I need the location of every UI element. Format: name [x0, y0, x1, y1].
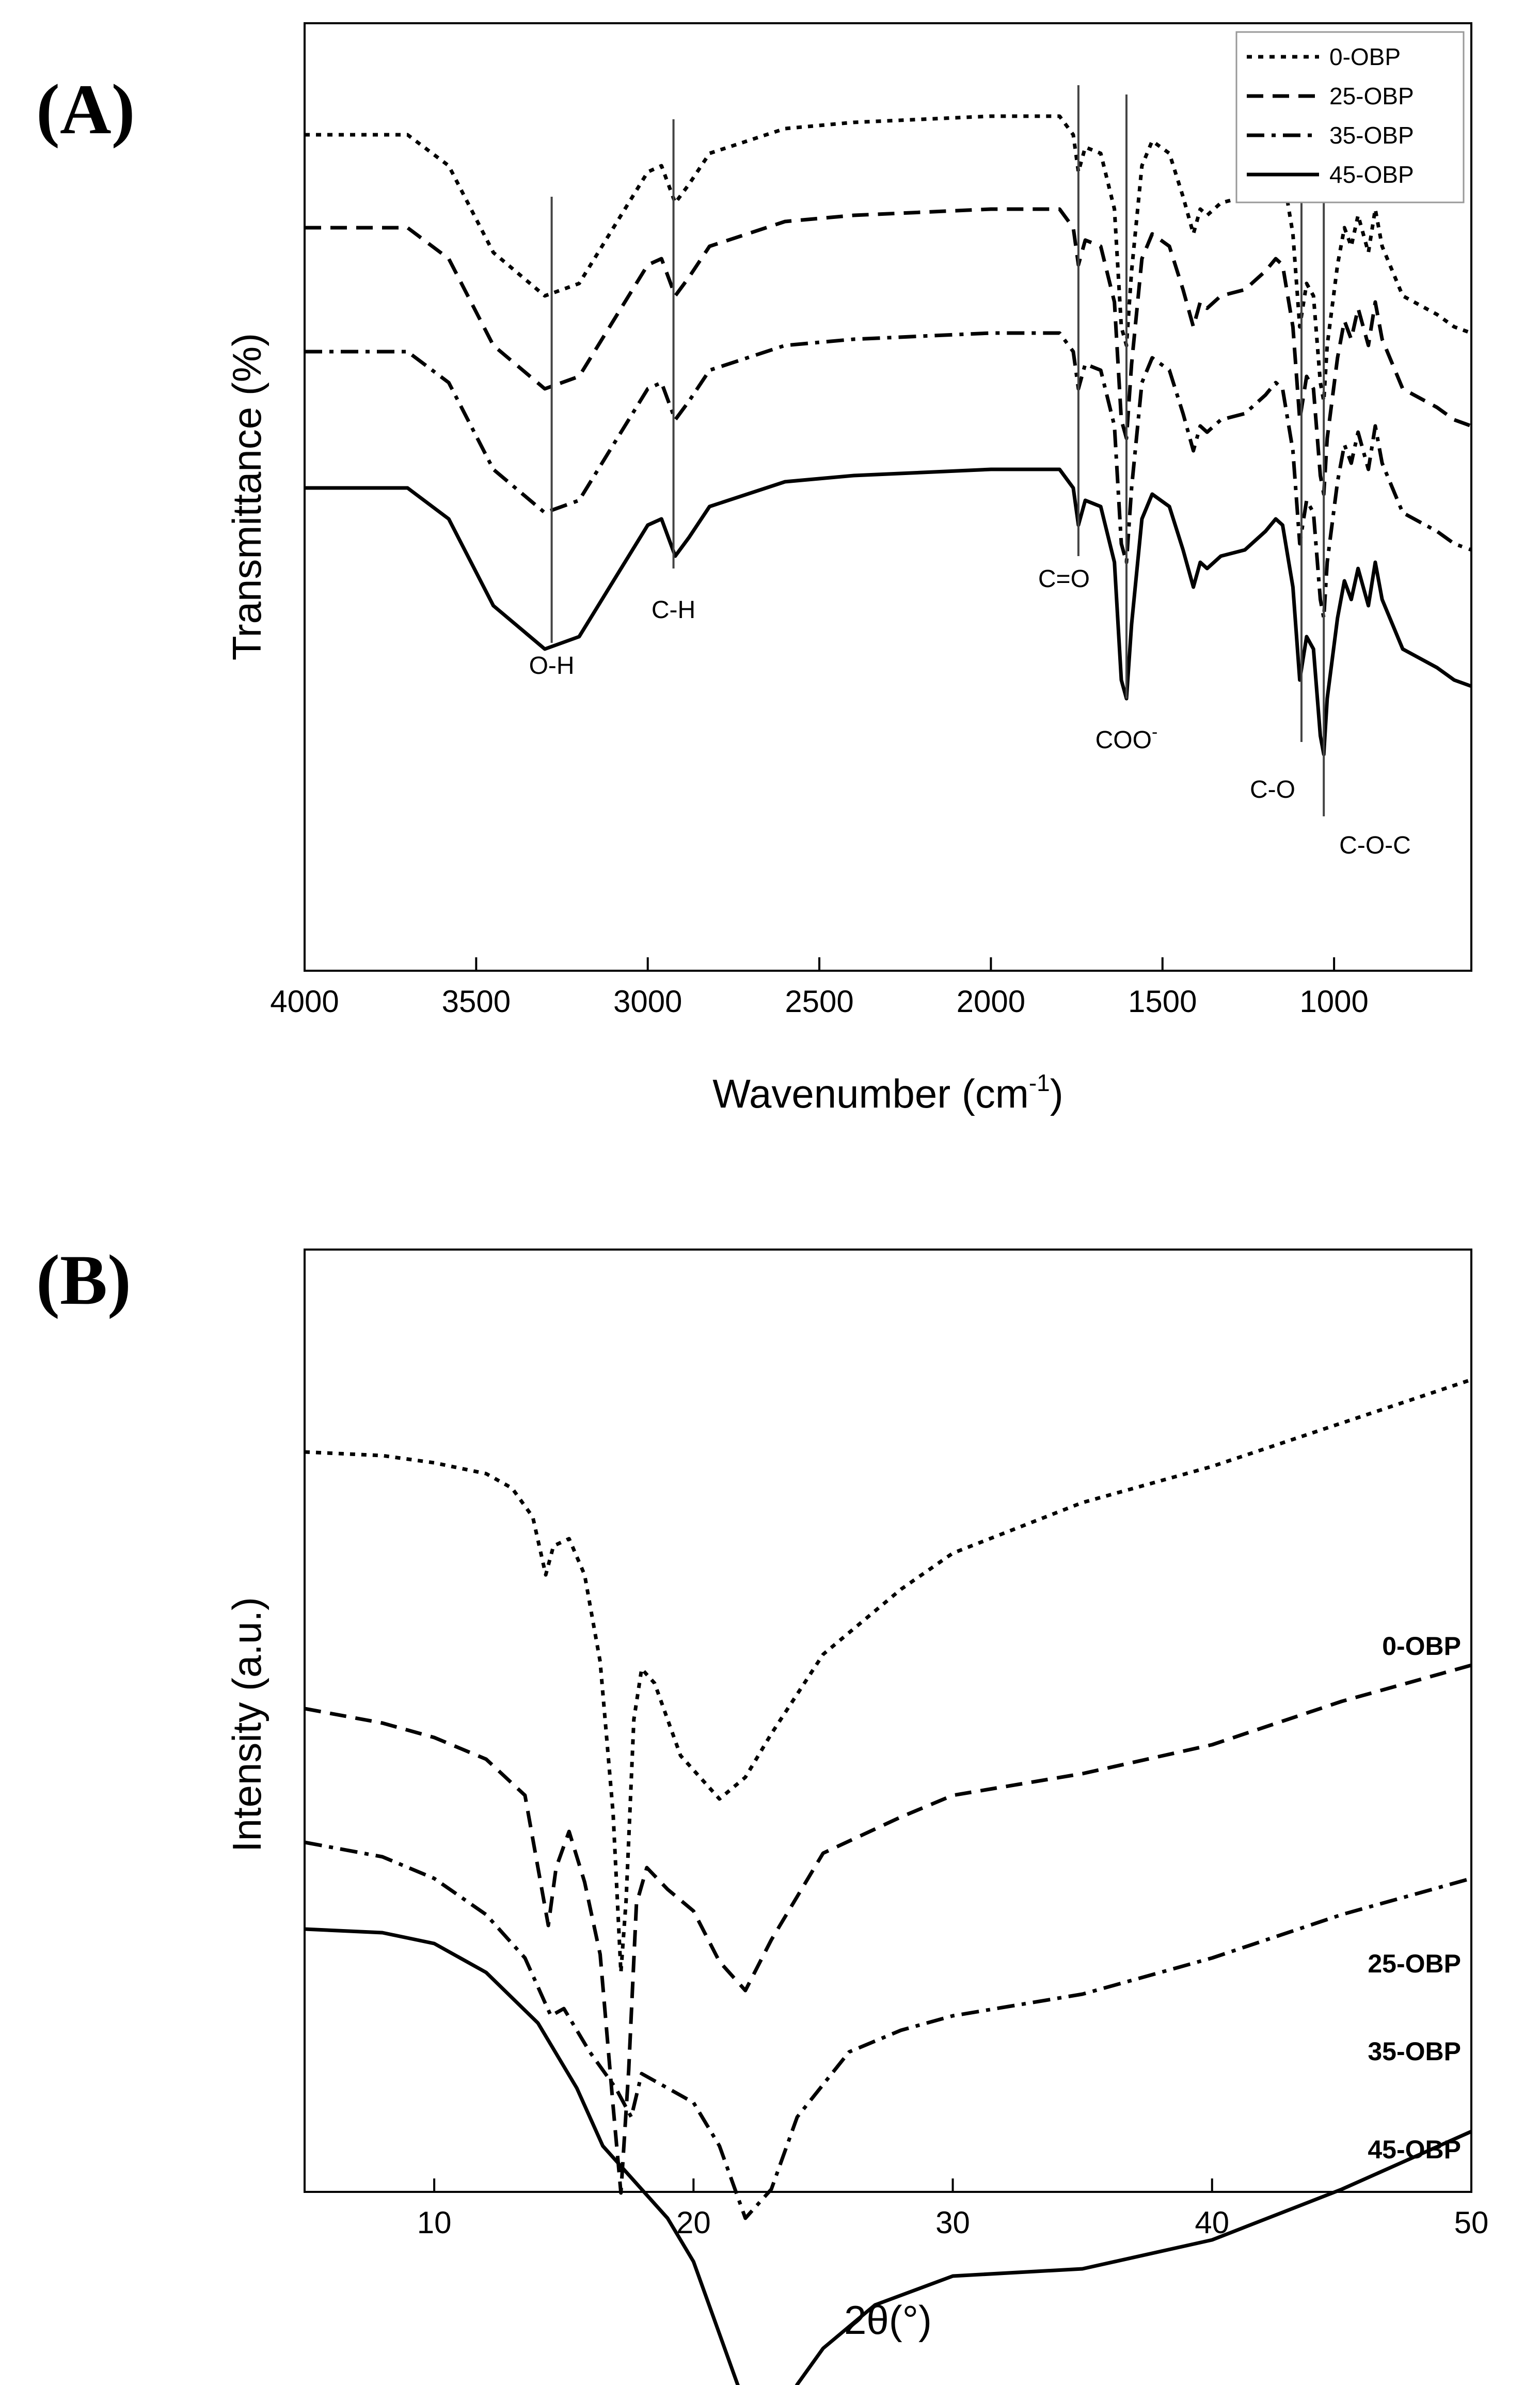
- x-tick-label: 1500: [1128, 984, 1197, 1019]
- x-tick-label: 1000: [1299, 984, 1368, 1019]
- annotation-label-c=o: C=O: [1038, 565, 1090, 593]
- x-tick-label: 2500: [785, 984, 853, 1019]
- annotation-label-c-h: C-H: [652, 596, 695, 624]
- panel-b-x-axis-title: 2θ(°): [844, 2297, 932, 2343]
- series-label-45-obp: 45-OBP: [1368, 2135, 1461, 2164]
- series-label-35-obp: 35-OBP: [1368, 2037, 1461, 2066]
- x-title-end: ): [1050, 1071, 1063, 1116]
- series-line-25-obp: [305, 207, 1472, 496]
- panel-b-series-labels: 0-OBP 25-OBP 35-OBP 45-OBP: [1368, 1632, 1461, 2164]
- panel-b-letter: (B): [36, 1240, 131, 1319]
- panel-a-y-axis-title: Transmittance (%): [224, 333, 269, 660]
- panel-b-series-group: [304, 1378, 1472, 2385]
- panel-a-x-ticks: 4000 3500 3000 2500 2000 1500 1000: [270, 957, 1369, 1019]
- series-line-0-obp: [304, 1378, 1472, 1975]
- x-tick-label: 10: [417, 2205, 452, 2240]
- series-line-35-obp: [304, 1840, 1472, 2220]
- x-tick-label: 30: [935, 2205, 970, 2240]
- x-title-main: Wavenumber (cm: [712, 1071, 1029, 1116]
- panel-a-letter: (A): [36, 70, 135, 149]
- series-label-25-obp: 25-OBP: [1368, 1949, 1461, 1978]
- x-tick-label: 50: [1454, 2205, 1489, 2240]
- annotation-label-o-h: O-H: [529, 652, 575, 680]
- series-line-45-obp: [304, 1927, 1472, 2385]
- panel-a-chart: (A) O-H C-H C=O COO- C-O C-O-C 4000 3500 3000 25…: [36, 22, 1472, 1116]
- panel-a-annotations: O-H C-H C=O COO- C-O C-O-C: [529, 85, 1411, 859]
- series-label-0-obp: 0-OBP: [1382, 1632, 1461, 1661]
- annotation-label-c-o: C-O: [1250, 776, 1295, 803]
- legend-label-25-obp: 25-OBP: [1329, 83, 1414, 109]
- panel-a-legend: 0-OBP 25-OBP 35-OBP 45-OBP: [1235, 31, 1465, 203]
- x-title-superscript: -1: [1029, 1069, 1050, 1096]
- panel-b-chart: (B) 0-OBP 25-OBP 35-OBP 45-OBP 10 20 30 40 50 I…: [36, 1240, 1488, 2385]
- panel-a-x-axis-title: Wavenumber (cm-1): [712, 1069, 1063, 1116]
- legend-label-45-obp: 45-OBP: [1329, 161, 1414, 188]
- x-tick-label: 40: [1195, 2205, 1229, 2240]
- x-tick-label: 3000: [613, 984, 682, 1019]
- panel-b-frame: [304, 1249, 1472, 2193]
- panel-b-y-axis-title: Intensity (a.u.): [224, 1597, 269, 1852]
- x-tick-label: 3500: [442, 984, 511, 1019]
- x-tick-label: 2000: [957, 984, 1025, 1019]
- panel-a-frame: [304, 22, 1472, 972]
- panel-b-x-ticks: 10 20 30 40 50: [417, 2178, 1489, 2240]
- x-tick-label: 4000: [270, 984, 339, 1019]
- annotation-label-c-o-c: C-O-C: [1339, 832, 1411, 859]
- annotation-label-coo: COO-: [1096, 722, 1158, 754]
- series-line-25-obp: [304, 1663, 1472, 2195]
- legend-label-0-obp: 0-OBP: [1329, 43, 1401, 70]
- legend-label-35-obp: 35-OBP: [1329, 122, 1414, 149]
- x-tick-label: 20: [676, 2205, 711, 2240]
